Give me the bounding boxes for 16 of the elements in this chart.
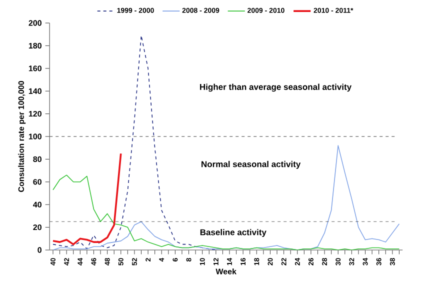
y-tick-label: 60 xyxy=(33,179,42,185)
y-tick-label: 80 xyxy=(33,156,42,162)
annotation: Normal seasonal activity xyxy=(202,160,301,169)
y-tick-label: 200 xyxy=(28,20,42,26)
y-tick-label: 180 xyxy=(28,42,42,49)
annotation: Baseline activity xyxy=(200,229,266,237)
y-tick-label: 0 xyxy=(38,247,42,253)
x-axis-title: Week xyxy=(216,268,236,274)
y-tick-label: 40 xyxy=(33,202,42,208)
y-tick-label: 20 xyxy=(33,224,42,230)
y-tick-label: 100 xyxy=(28,134,42,140)
y-axis-title: Consultation rate per 100,000 xyxy=(18,81,26,192)
y-tick-label: 160 xyxy=(28,66,42,72)
y-tick-label: 120 xyxy=(28,110,42,117)
y-tick-label: 140 xyxy=(28,88,42,94)
annotation: Higher than average seasonal activity xyxy=(200,84,352,92)
